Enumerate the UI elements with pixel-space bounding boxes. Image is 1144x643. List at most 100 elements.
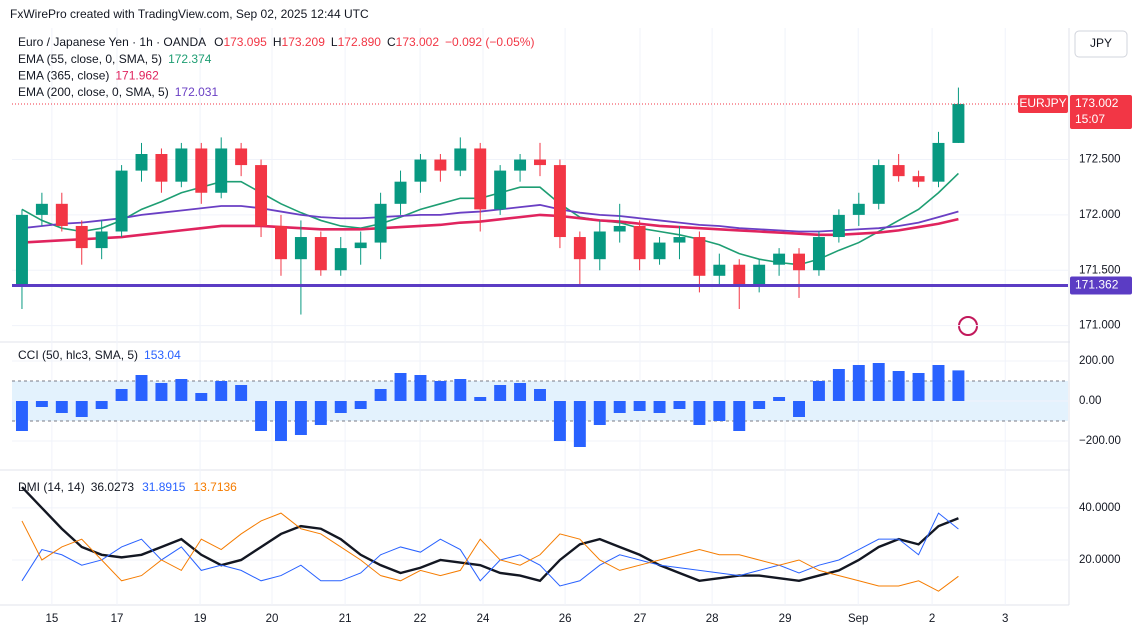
candle-body: [155, 154, 168, 182]
candle-body: [912, 176, 925, 182]
candle-body: [693, 237, 706, 276]
cci-bar: [872, 363, 885, 401]
cci-bar: [693, 401, 706, 425]
dmi-line: [21, 512, 959, 587]
cci-bar: [314, 401, 327, 425]
cci-bar: [573, 401, 586, 447]
candle-body: [15, 214, 28, 287]
title: Euro / Japanese Yen · 1h · OANDA: [18, 35, 206, 49]
candle-body: [95, 231, 108, 249]
cci-bar: [514, 383, 527, 401]
currency-box[interactable]: [1074, 30, 1128, 58]
candle-body: [932, 142, 945, 182]
candle-body: [952, 103, 965, 143]
price-label: 173.002: [1075, 96, 1119, 110]
cci-bar: [255, 401, 268, 431]
dmi-line: [21, 512, 959, 592]
indicator-name: DMI (14, 14): [18, 480, 85, 494]
cci-bar: [175, 379, 188, 401]
candle-body: [812, 237, 825, 271]
cci-bar: [673, 401, 686, 409]
y-tick-label: −200.00: [1079, 435, 1121, 447]
cci-bar: [155, 383, 168, 401]
x-tick-label: 3: [1002, 613, 1008, 625]
y-tick-label: 171.000: [1079, 320, 1121, 332]
candle-body: [514, 159, 527, 171]
cci-bar: [852, 365, 865, 401]
candle-body: [75, 225, 88, 249]
candle-body: [374, 203, 387, 243]
cci-bar: [275, 401, 287, 441]
cci-bar: [653, 401, 666, 413]
candle-body: [115, 170, 128, 232]
ohlc-key: C: [387, 35, 396, 49]
candle-body: [474, 148, 487, 210]
indicator-value: 36.0273: [91, 480, 135, 494]
candle-body: [653, 242, 666, 260]
cci-bar: [334, 401, 347, 413]
dmi-line: [21, 486, 959, 583]
cci-bar: [912, 373, 925, 401]
x-tick-label: 24: [477, 613, 490, 625]
cci-bar: [414, 375, 427, 401]
x-tick-label: 28: [706, 613, 719, 625]
candle-body: [35, 203, 48, 215]
x-tick-label: Sep: [848, 613, 868, 625]
ema-line: [21, 213, 959, 244]
candle-body: [892, 165, 905, 177]
candle-body: [275, 225, 287, 260]
legend-name: EMA (55, close, 0, SMA, 5): [18, 52, 162, 66]
cci-bar: [35, 401, 48, 407]
candle-body: [553, 165, 566, 238]
indicator-value: 153.04: [144, 348, 181, 362]
candle-body: [613, 225, 626, 232]
ohlc-key: H: [273, 35, 282, 49]
ema-line: [21, 204, 959, 233]
cci-bar: [932, 365, 945, 401]
cci-bar: [812, 381, 825, 401]
x-tick-label: 2: [929, 613, 935, 625]
candle-body: [733, 264, 746, 287]
cci-bar: [494, 385, 507, 401]
candle-body: [314, 237, 327, 271]
legend-name: EMA (200, close, 0, SMA, 5): [18, 85, 169, 99]
x-tick-label: 22: [414, 613, 427, 625]
cci-bar: [534, 389, 546, 401]
cci-bar: [95, 401, 108, 409]
y-tick-label: 172.000: [1079, 209, 1121, 221]
indicator-name: CCI (50, hlc3, SMA, 5): [18, 348, 138, 362]
candle-body: [773, 253, 786, 265]
candle-body: [354, 242, 367, 249]
ohlc-value: 173.002: [396, 35, 440, 49]
candle-body: [215, 148, 228, 193]
y-tick-label: 0.00: [1079, 395, 1101, 407]
cci-bar: [753, 401, 766, 409]
cci-bar: [952, 370, 965, 401]
cci-bar: [294, 401, 307, 435]
x-tick-label: 19: [194, 613, 207, 625]
cci-bar: [892, 371, 905, 401]
cci-bar: [454, 379, 467, 401]
price-tag: [1070, 94, 1132, 129]
cci-bar: [713, 401, 726, 421]
countdown: 15:07: [1075, 112, 1105, 126]
candle-body: [633, 225, 646, 260]
candle-body: [713, 264, 726, 276]
cci-bar: [553, 401, 566, 441]
symbol-tag: [1018, 94, 1068, 113]
candle-body: [872, 165, 885, 204]
candle-body: [494, 170, 507, 210]
candle-body: [394, 181, 407, 204]
candle-body: [534, 159, 546, 166]
header: FxWirePro created with TradingView.com, …: [10, 7, 369, 21]
candle-body: [573, 237, 586, 260]
legend-name: EMA (365, close): [18, 69, 109, 83]
y-tick-label: 200.00: [1079, 355, 1114, 367]
hline-label: 171.362: [1075, 278, 1119, 292]
cci-bar: [15, 401, 28, 431]
y-tick-label: 171.500: [1079, 264, 1121, 276]
candle-body: [334, 248, 347, 271]
cci-bar: [733, 401, 746, 431]
cci-bar: [773, 397, 786, 401]
